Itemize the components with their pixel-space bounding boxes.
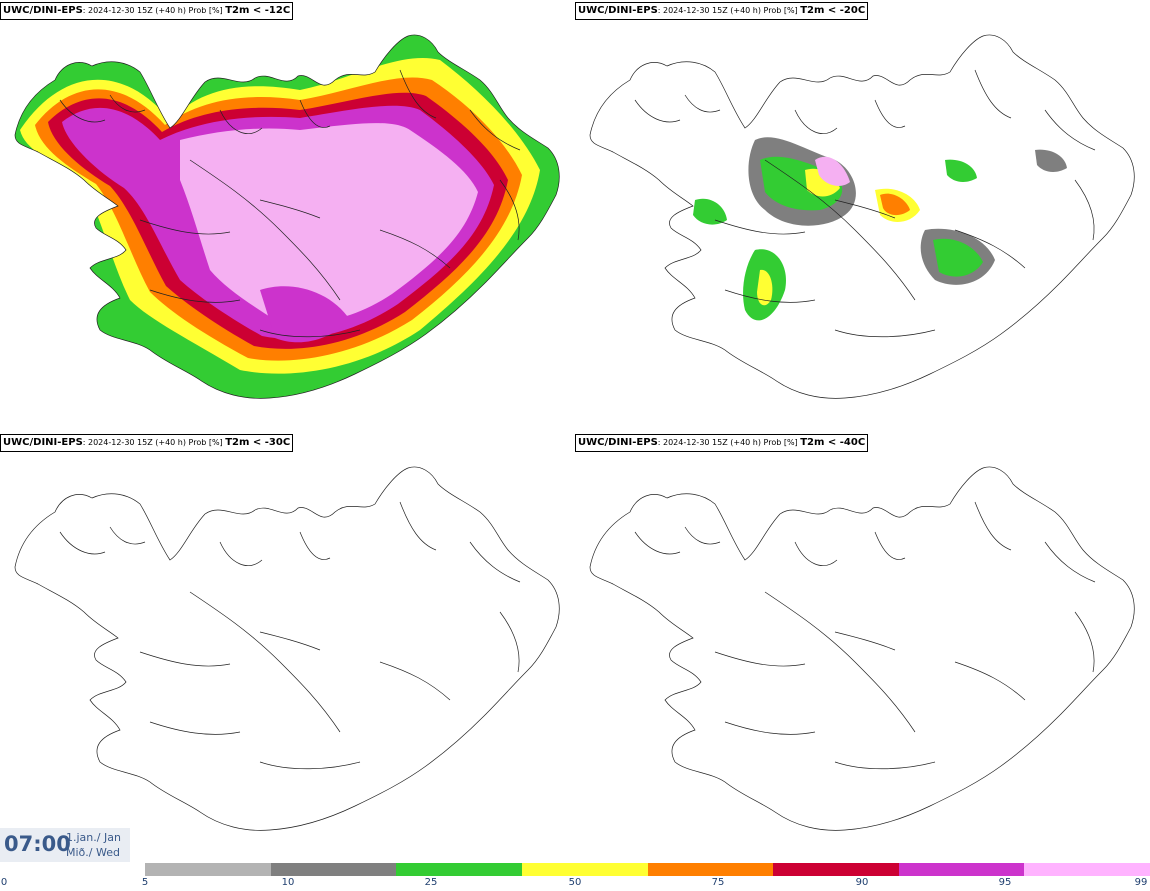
legend-tick-label: 90 [855, 877, 869, 888]
panel-title: UWC/DINI-EPS: 2024-12-30 15Z (+40 h) Pro… [575, 434, 869, 452]
legend-segment-75-90 [647, 863, 774, 876]
variable-threshold: T2m < -20C [800, 5, 866, 16]
legend-tick-label: 50 [568, 877, 582, 888]
model-name: UWC/DINI-EPS [578, 437, 658, 448]
legend-segment-10-25 [270, 863, 397, 876]
map-panel-t2m-minus-40: UWC/DINI-EPS: 2024-12-30 15Z (+40 h) Pro… [575, 432, 1150, 862]
variable-threshold: T2m < -40C [800, 437, 866, 448]
variable-threshold: T2m < -12C [225, 5, 291, 16]
iceland-probability-map [589, 466, 1135, 831]
legend-segment-50-75 [521, 863, 648, 876]
legend-tick-label: 75 [711, 877, 725, 888]
valid-date-line2: Mið./ Wed [66, 846, 120, 859]
legend-tick-label: 10 [281, 877, 295, 888]
map-panel-t2m-minus-30: UWC/DINI-EPS: 2024-12-30 15Z (+40 h) Pro… [0, 432, 575, 862]
map-panel-t2m-minus-20: UWC/DINI-EPS: 2024-12-30 15Z (+40 h) Pro… [575, 0, 1150, 430]
legend-tick-label: 5 [141, 877, 149, 888]
legend-tick-label: 99 [1134, 877, 1148, 888]
legend-tick-label: 25 [424, 877, 438, 888]
model-name: UWC/DINI-EPS [3, 5, 83, 16]
panel-title: UWC/DINI-EPS: 2024-12-30 15Z (+40 h) Pro… [575, 2, 869, 20]
run-info: : 2024-12-30 15Z (+40 h) Prob [%] [657, 6, 801, 15]
run-info: : 2024-12-30 15Z (+40 h) Prob [%] [82, 438, 226, 447]
run-info: : 2024-12-30 15Z (+40 h) Prob [%] [657, 438, 801, 447]
legend-segment-95-99 [898, 863, 1025, 876]
panel-title: UWC/DINI-EPS: 2024-12-30 15Z (+40 h) Pro… [0, 2, 294, 20]
variable-threshold: T2m < -30C [225, 437, 291, 448]
panel-title: UWC/DINI-EPS: 2024-12-30 15Z (+40 h) Pro… [0, 434, 294, 452]
run-info: : 2024-12-30 15Z (+40 h) Prob [%] [82, 6, 226, 15]
valid-time-box: 07:00 1.jan./ Jan Mið./ Wed [0, 828, 130, 862]
legend-tick-label: 95 [998, 877, 1012, 888]
valid-date-line1: 1.jan./ Jan [66, 831, 121, 844]
valid-hour: 07:00 [4, 832, 71, 856]
legend-segment-99-100 [1024, 863, 1150, 876]
iceland-probability-map [589, 34, 1135, 399]
legend-segment-25-50 [396, 863, 522, 876]
legend-tick-label: 0 [0, 877, 8, 888]
iceland-probability-map [14, 34, 560, 399]
model-name: UWC/DINI-EPS [3, 437, 83, 448]
legend-segment-90-95 [773, 863, 899, 876]
probability-color-legend [145, 863, 1150, 876]
map-panel-t2m-minus-12: UWC/DINI-EPS: 2024-12-30 15Z (+40 h) Pro… [0, 0, 575, 430]
legend-segment-5-10 [145, 863, 271, 876]
model-name: UWC/DINI-EPS [578, 5, 658, 16]
iceland-probability-map [14, 466, 560, 831]
